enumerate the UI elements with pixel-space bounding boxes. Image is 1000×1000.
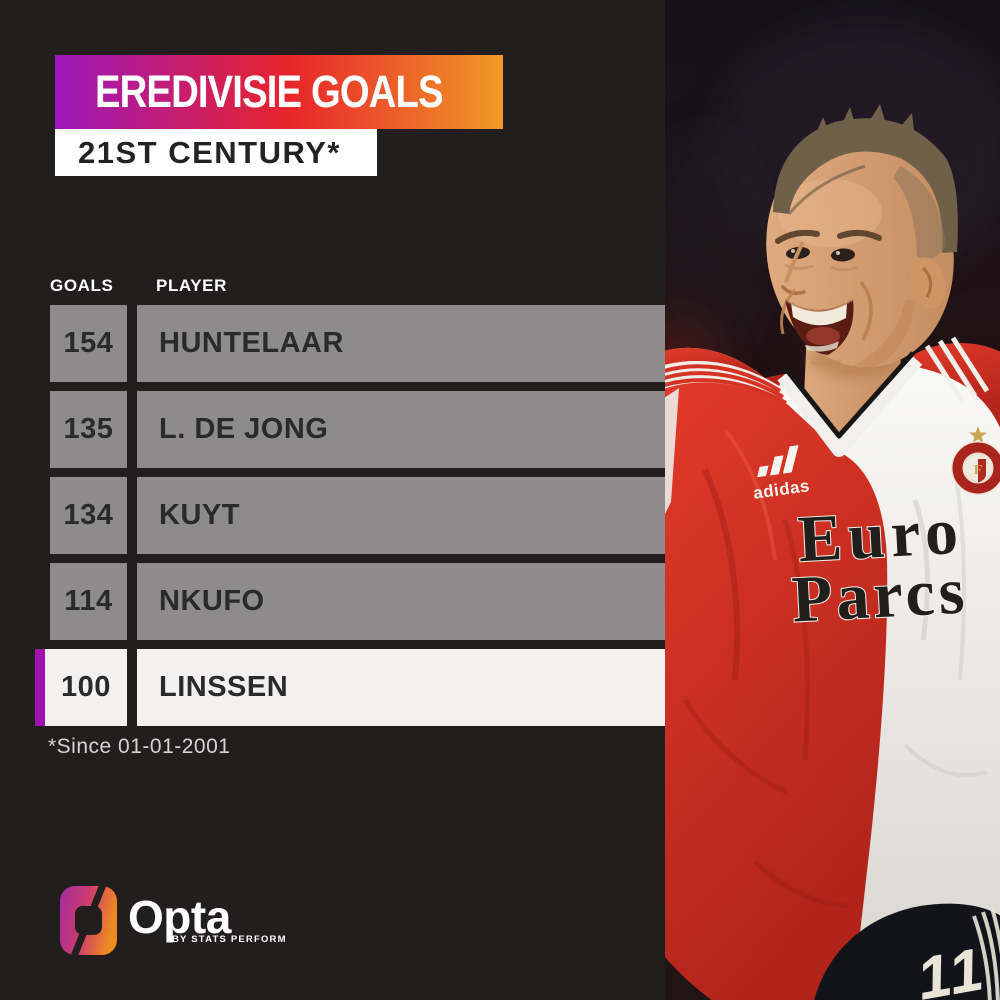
player-head xyxy=(766,104,958,373)
player-name: NKUFO xyxy=(159,585,265,617)
player-name: HUNTELAAR xyxy=(159,327,344,359)
opta-logo-icon xyxy=(60,886,117,955)
footnote: *Since 01-01-2001 xyxy=(48,735,231,758)
player-photo: adidas F Euro Parcs 11 xyxy=(665,0,1000,1000)
goals-value: 114 xyxy=(64,585,113,617)
player-name: L. DE JONG xyxy=(159,413,329,445)
eyebrow-right xyxy=(837,230,882,241)
column-header-goals: GOALS xyxy=(50,276,114,295)
eyebrow-left xyxy=(775,229,820,244)
svg-text:F: F xyxy=(974,463,983,478)
shorts-number: 11 xyxy=(912,935,991,1000)
shirt-red-half xyxy=(665,377,888,1000)
page-subtitle: 21ST CENTURY* xyxy=(78,134,341,170)
shirt-collar xyxy=(777,351,923,457)
nose xyxy=(784,241,805,283)
opta-wordmark: Opta xyxy=(128,891,231,943)
player-cell: KUYT xyxy=(137,477,665,554)
goals-value: 154 xyxy=(63,327,114,359)
opta-tagline: BY STATS PERFORM xyxy=(172,934,287,945)
ear xyxy=(910,257,946,309)
player-name: LINSSEN xyxy=(159,671,289,703)
player-cell: L. DE JONG xyxy=(137,391,665,468)
player-cell: NKUFO xyxy=(137,563,665,640)
goals-cell: 114 xyxy=(50,563,127,640)
table-row: 154 HUNTELAAR xyxy=(50,305,665,382)
subtitle-banner: 21ST CENTURY* xyxy=(55,129,377,176)
page-title: EREDIVISIE GOALS xyxy=(95,66,444,117)
sponsor-line1: Euro xyxy=(796,495,965,577)
player-hair xyxy=(773,118,958,253)
goals-value: 135 xyxy=(63,413,114,445)
goals-value: 134 xyxy=(63,499,114,531)
feyenoord-crest-icon: F xyxy=(951,426,1000,495)
goals-value: 100 xyxy=(61,671,111,703)
table-row: 114 NKUFO xyxy=(50,563,665,640)
goals-cell: 100 xyxy=(35,649,127,726)
table-row-highlighted: 100 LINSSEN xyxy=(35,649,665,726)
feyenoord-shirt: adidas F Euro Parcs xyxy=(665,336,1000,1000)
smiling-mouth xyxy=(784,299,854,355)
shorts: 11 xyxy=(814,903,1000,1000)
player-name: KUYT xyxy=(159,499,240,531)
shirt-sponsor: Euro Parcs xyxy=(789,494,971,638)
player-cell: LINSSEN xyxy=(137,649,665,726)
title-banner: EREDIVISIE GOALS xyxy=(55,55,503,129)
column-header-player: PLAYER xyxy=(156,276,227,295)
goals-cell: 135 xyxy=(50,391,127,468)
table-row: 134 KUYT xyxy=(50,477,665,554)
goals-cell: 154 xyxy=(50,305,127,382)
player-cell: HUNTELAAR xyxy=(137,305,665,382)
goals-cell: 134 xyxy=(50,477,127,554)
sponsor-line2: Parcs xyxy=(790,554,970,636)
table-row: 135 L. DE JONG xyxy=(50,391,665,468)
